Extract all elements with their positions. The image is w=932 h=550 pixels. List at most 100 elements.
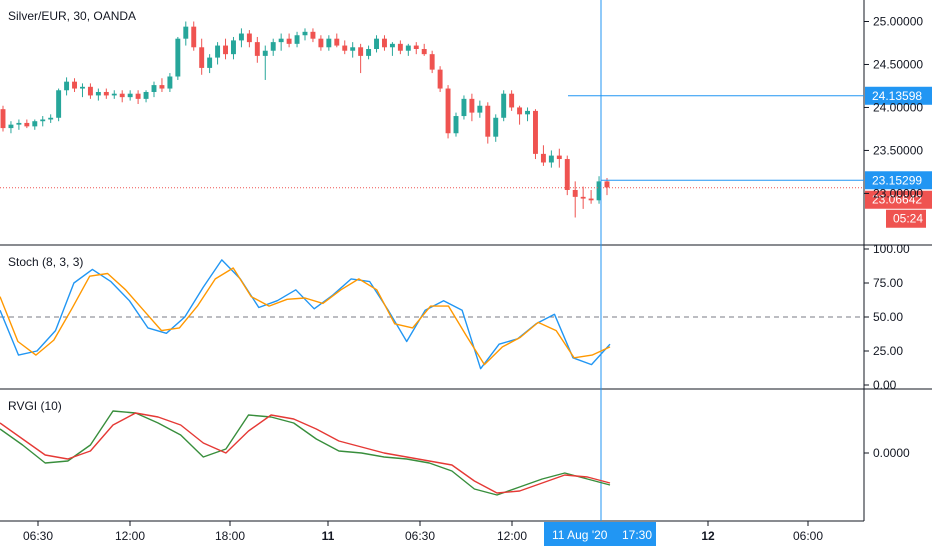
candle[interactable] <box>167 73 173 92</box>
candle[interactable] <box>493 114 499 142</box>
candle[interactable] <box>405 43 411 56</box>
candle[interactable] <box>485 102 491 144</box>
candle[interactable] <box>525 107 530 122</box>
countdown-tag: 05:24 <box>886 209 926 228</box>
candle[interactable] <box>32 119 38 130</box>
candle[interactable] <box>461 95 467 120</box>
candle[interactable] <box>262 45 268 80</box>
stoch-title: Stoch (8, 3, 3) <box>8 255 83 269</box>
candle[interactable] <box>564 155 570 196</box>
candle[interactable] <box>48 114 54 123</box>
candle[interactable] <box>366 45 372 60</box>
candle[interactable] <box>389 42 395 56</box>
candle[interactable] <box>421 43 427 56</box>
candle[interactable] <box>326 35 332 51</box>
candle[interactable] <box>517 105 523 125</box>
candle[interactable] <box>397 40 403 55</box>
candle[interactable] <box>111 90 117 99</box>
candle[interactable] <box>350 42 356 58</box>
candle[interactable] <box>159 78 165 92</box>
candle[interactable] <box>254 36 260 63</box>
countdown-text: 05:24 <box>893 212 923 226</box>
candle[interactable] <box>183 21 189 46</box>
candle[interactable] <box>437 66 443 92</box>
candle-body <box>24 122 30 127</box>
crosshair-price-tag[interactable]: 24.13598 <box>865 86 932 105</box>
candle[interactable] <box>119 90 125 103</box>
candle[interactable] <box>556 148 562 168</box>
candle[interactable] <box>143 90 149 103</box>
candle[interactable] <box>103 88 109 99</box>
candle[interactable] <box>223 38 228 60</box>
candle[interactable] <box>294 31 300 48</box>
candle[interactable] <box>604 177 610 196</box>
crosshair-time-tag[interactable]: 11 Aug '20 17:30 <box>544 522 656 546</box>
last-price-tag[interactable]: 23.06642 <box>865 190 932 209</box>
candle[interactable] <box>270 38 276 56</box>
candle[interactable] <box>191 21 197 51</box>
candle[interactable] <box>286 33 292 48</box>
candle[interactable] <box>429 50 435 74</box>
rvgi-signal-line[interactable] <box>0 412 611 494</box>
candle[interactable] <box>207 54 213 74</box>
candle[interactable] <box>453 112 459 137</box>
candle-body <box>310 31 316 39</box>
candle-body <box>238 33 244 41</box>
candle[interactable] <box>413 42 419 55</box>
candle[interactable] <box>151 81 157 98</box>
candle[interactable] <box>87 83 93 99</box>
time-tick-label: 11 <box>322 529 335 543</box>
candle[interactable] <box>215 42 221 65</box>
candle[interactable] <box>40 116 46 127</box>
candle[interactable] <box>477 100 483 118</box>
candle[interactable] <box>596 176 602 204</box>
stoch-d-line[interactable] <box>0 267 611 366</box>
candle[interactable] <box>509 90 515 111</box>
candle[interactable] <box>95 88 101 101</box>
hover-price-tag[interactable]: 23.15299 <box>865 171 932 190</box>
candle[interactable] <box>80 83 85 98</box>
candle[interactable] <box>540 145 546 166</box>
candle[interactable] <box>580 186 586 209</box>
candle-body <box>56 90 62 118</box>
candle[interactable] <box>374 35 379 53</box>
candle[interactable] <box>24 119 30 129</box>
candle[interactable] <box>199 38 205 75</box>
candle[interactable] <box>72 78 77 92</box>
candle[interactable] <box>278 33 284 51</box>
candle[interactable] <box>588 189 594 204</box>
candle[interactable] <box>127 90 133 101</box>
candle[interactable] <box>318 35 324 51</box>
candle[interactable] <box>334 33 340 48</box>
candle[interactable] <box>445 85 451 139</box>
candle[interactable] <box>572 181 578 218</box>
candle[interactable] <box>358 43 364 74</box>
candle[interactable] <box>548 150 554 168</box>
candle[interactable] <box>533 109 538 160</box>
candle[interactable] <box>0 105 6 132</box>
candle-body <box>358 47 364 56</box>
candle[interactable] <box>342 40 348 55</box>
candle[interactable] <box>64 77 70 96</box>
candle[interactable] <box>231 36 236 60</box>
rvgi-line[interactable] <box>0 410 611 496</box>
candle[interactable] <box>310 28 316 43</box>
candle[interactable] <box>8 121 14 134</box>
candle-body <box>223 45 228 55</box>
candle[interactable] <box>246 30 252 48</box>
candle[interactable] <box>302 28 308 41</box>
candle-body <box>437 69 443 89</box>
stoch-k-line[interactable] <box>0 259 611 370</box>
candle[interactable] <box>469 93 475 122</box>
price-tick-label: 23.00000 <box>873 186 923 200</box>
candle[interactable] <box>501 90 507 122</box>
candle-body <box>572 189 578 197</box>
candle[interactable] <box>16 119 22 130</box>
candle[interactable] <box>175 36 181 80</box>
countdown-bg <box>886 209 926 228</box>
candle[interactable] <box>56 88 62 122</box>
candle[interactable] <box>238 28 244 48</box>
candle[interactable] <box>382 35 387 51</box>
candle[interactable] <box>135 90 141 105</box>
